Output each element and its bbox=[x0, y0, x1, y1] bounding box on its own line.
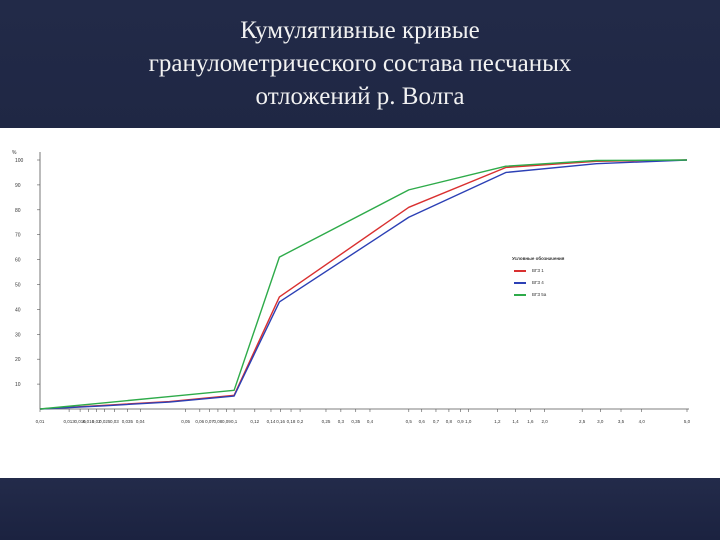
x-tick-label: 0,07 bbox=[205, 419, 214, 424]
x-tick-label: 0,09 bbox=[222, 419, 231, 424]
x-tick-label: 0,3 bbox=[338, 419, 345, 424]
x-tick-label: 0,12 bbox=[250, 419, 259, 424]
legend-swatch bbox=[514, 281, 526, 284]
y-tick-label: 50 bbox=[15, 283, 21, 289]
x-tick-label: 0,14 bbox=[267, 419, 276, 424]
x-tick-label: 0,013 bbox=[63, 419, 75, 424]
x-tick-label: 0,035 bbox=[122, 419, 134, 424]
x-tick-label: 0,016 bbox=[83, 419, 95, 424]
x-tick-label: 0,8 bbox=[446, 419, 453, 424]
y-tick-label: 100 bbox=[15, 158, 24, 164]
x-tick-label: 1,2 bbox=[494, 419, 501, 424]
legend-label: ВГЗ 1 bbox=[532, 268, 544, 273]
y-tick-label: 90 bbox=[15, 183, 21, 189]
legend-item-vgz4: ВГЗ 4 bbox=[514, 280, 544, 286]
x-tick-label: 4,0 bbox=[639, 419, 646, 424]
x-tick-label: 3,0 bbox=[597, 419, 604, 424]
x-tick-label: 0,05 bbox=[181, 419, 190, 424]
slide-header bbox=[0, 0, 720, 128]
x-tick-label: 0,03 bbox=[110, 419, 119, 424]
legend-label: ВГЗ 5а bbox=[532, 292, 547, 297]
x-tick-label: 1,4 bbox=[512, 419, 519, 424]
x-tick-label: 0,16 bbox=[276, 419, 285, 424]
y-tick-label: 60 bbox=[15, 258, 21, 264]
legend-swatch bbox=[514, 269, 526, 272]
title-line-3: отложений р. Волга bbox=[255, 83, 465, 110]
legend-swatch bbox=[514, 293, 526, 296]
x-tick-label: 0,01 bbox=[36, 419, 45, 424]
y-axis-unit-label: % bbox=[12, 150, 17, 156]
series-line bbox=[39, 159, 688, 410]
y-tick-label: 70 bbox=[15, 233, 21, 239]
x-tick-label: 0,35 bbox=[351, 419, 360, 424]
legend-item-vgz1: ВГЗ 1 bbox=[514, 268, 544, 274]
x-tick-label: 5,0 bbox=[684, 419, 691, 424]
x-tick-label: 0,7 bbox=[433, 419, 440, 424]
x-tick-label: 0,2 bbox=[297, 419, 304, 424]
y-tick-label: 20 bbox=[15, 357, 21, 363]
x-tick-label: 2,0 bbox=[542, 419, 549, 424]
x-tick-label: 3,5 bbox=[618, 419, 625, 424]
y-tick-label: 10 bbox=[15, 382, 21, 388]
slide-footer bbox=[0, 478, 720, 540]
x-tick-label: 0,9 bbox=[457, 419, 464, 424]
x-tick-label: 1,6 bbox=[527, 419, 534, 424]
x-tick-label: 0,6 bbox=[419, 419, 426, 424]
x-tick-label: 0,025 bbox=[99, 419, 111, 424]
x-tick-label: 2,5 bbox=[579, 419, 586, 424]
x-tick-label: 0,016 bbox=[74, 419, 86, 424]
title-line-1: Кумулятивные кривые bbox=[240, 17, 480, 44]
slide-title: Кумулятивные кривые гранулометрического с… bbox=[60, 14, 660, 113]
y-tick-label: 30 bbox=[15, 332, 21, 338]
series-line bbox=[39, 159, 688, 410]
legend-item-vgz5a: ВГЗ 5а bbox=[514, 292, 546, 298]
x-tick-label: 0,18 bbox=[287, 419, 296, 424]
x-tick-label: 0,25 bbox=[322, 419, 331, 424]
series-line bbox=[39, 159, 688, 410]
x-tick-label: 0,5 bbox=[406, 419, 413, 424]
y-tick-label: 80 bbox=[15, 208, 21, 214]
x-tick-label: 0,06 bbox=[195, 419, 204, 424]
x-tick-label: 1,0 bbox=[465, 419, 472, 424]
x-tick-label: 0,04 bbox=[136, 419, 145, 424]
chart-panel: % 10 20 30 40 50 60 70 80 90 100 0,01 0,013 0,016 0,01… bbox=[0, 128, 720, 478]
x-tick-label: 0,08 bbox=[214, 419, 223, 424]
x-tick-label: 0,1 bbox=[231, 419, 238, 424]
y-tick-label: 40 bbox=[15, 307, 21, 313]
x-tick-label: 0,02 bbox=[92, 419, 101, 424]
legend-title: Условные обозначения bbox=[512, 256, 565, 261]
title-line-2: гранулометрического состава песчаных bbox=[148, 50, 572, 77]
legend-label: ВГЗ 4 bbox=[532, 280, 544, 285]
x-tick-label: 0,4 bbox=[367, 419, 374, 424]
